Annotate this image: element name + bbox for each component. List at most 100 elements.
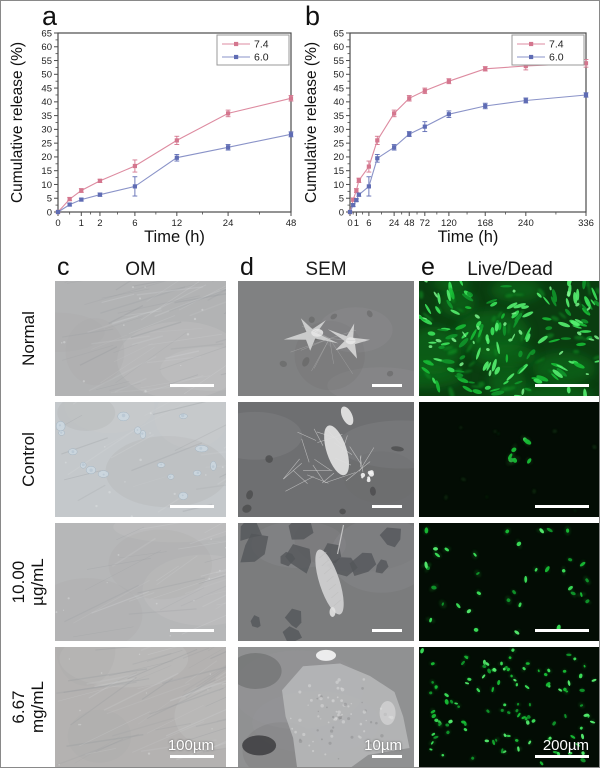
svg-text:40: 40: [41, 97, 52, 108]
livedead-image: [419, 647, 599, 767]
livedead-micrograph: 200µm: [419, 647, 599, 767]
column-gap: [414, 247, 419, 281]
svg-text:12: 12: [172, 218, 183, 229]
panel-letter-a: a: [42, 1, 58, 31]
sem-image: [238, 402, 414, 517]
sem-micrograph: [238, 281, 414, 396]
om-image: [55, 647, 226, 767]
svg-text:55: 55: [333, 56, 344, 67]
scale-bar-line: [372, 505, 402, 508]
column-gap: [414, 523, 419, 641]
column-title-sem: SEM: [305, 259, 347, 280]
panel-letter-e: e: [421, 253, 435, 281]
column-gap: [226, 281, 238, 396]
om-micrograph: 100µm: [55, 647, 226, 767]
column-title-livedead: Live/Dead: [467, 259, 553, 280]
svg-text:5: 5: [339, 194, 344, 205]
sem-micrograph: [238, 402, 414, 517]
column-header-sem: d SEM: [238, 247, 414, 281]
livedead-micrograph: [419, 281, 599, 396]
column-gap: [414, 647, 419, 767]
scale-bar-line: [535, 505, 589, 508]
svg-text:35: 35: [333, 111, 344, 122]
row-label: 10.00 µg/mL: [8, 558, 47, 606]
scale-bar: [170, 629, 214, 632]
svg-text:60: 60: [41, 42, 52, 53]
livedead-micrograph: [419, 402, 599, 517]
svg-text:20: 20: [41, 152, 52, 163]
svg-text:72: 72: [420, 218, 431, 229]
svg-text:48: 48: [286, 218, 297, 229]
scale-bar-line: [170, 384, 214, 387]
svg-text:Time (h): Time (h): [144, 228, 205, 246]
svg-text:15: 15: [333, 166, 344, 177]
chart-panel-a: a 0 5 10 15 20 25 30 35 40 45 50 55 60 65 0 1 2 6 12 24 48 Ti…: [1, 1, 301, 247]
scale-bar: 10µm: [364, 738, 402, 758]
svg-text:1: 1: [354, 218, 359, 229]
livedead-image: [419, 523, 599, 641]
svg-text:6: 6: [132, 218, 137, 229]
scale-bar: [372, 384, 402, 387]
column-gap: [414, 281, 419, 396]
scale-bar: 200µm: [535, 738, 589, 758]
column-gap: [226, 523, 238, 641]
scale-bar: [535, 384, 589, 387]
scale-bar: [170, 505, 214, 508]
panel-letter-c: c: [57, 253, 70, 281]
svg-text:0: 0: [347, 218, 352, 229]
scale-bar-label: 10µm: [364, 737, 402, 754]
om-micrograph: [55, 402, 226, 517]
svg-text:65: 65: [41, 28, 52, 39]
scale-bar: [170, 384, 214, 387]
svg-text:30: 30: [333, 125, 344, 136]
svg-text:6: 6: [366, 218, 371, 229]
scale-bar: [372, 505, 402, 508]
svg-text:50: 50: [41, 70, 52, 81]
scale-bar-line: [170, 755, 214, 758]
scale-bar-line: [535, 755, 589, 758]
svg-text:55: 55: [41, 56, 52, 67]
svg-text:7.4: 7.4: [254, 39, 269, 51]
grid-row-normal: Normal: [1, 281, 599, 396]
svg-text:Time (h): Time (h): [438, 228, 499, 246]
svg-text:240: 240: [518, 218, 534, 229]
panel-letter-d: d: [240, 253, 254, 281]
sem-image: [238, 523, 414, 641]
svg-text:45: 45: [41, 83, 52, 94]
sem-image: [238, 281, 414, 396]
livedead-image: [419, 402, 599, 517]
scale-bar: [372, 629, 402, 632]
scale-bar-line: [170, 629, 214, 632]
svg-text:35: 35: [41, 111, 52, 122]
svg-text:5: 5: [47, 194, 52, 205]
svg-text:6.0: 6.0: [254, 52, 269, 64]
column-gap: [226, 247, 238, 281]
scale-bar-line: [372, 384, 402, 387]
row-label: Control: [18, 432, 38, 487]
svg-text:20: 20: [333, 152, 344, 163]
svg-text:45: 45: [333, 83, 344, 94]
svg-text:15: 15: [41, 166, 52, 177]
grid-header: c OM d SEM e Live/Dead: [1, 247, 599, 281]
svg-text:7.4: 7.4: [549, 39, 564, 51]
svg-text:48: 48: [404, 218, 415, 229]
svg-text:Cumulative release (%): Cumulative release (%): [303, 42, 320, 203]
panel-letter-b: b: [305, 1, 321, 31]
svg-text:120: 120: [441, 218, 457, 229]
svg-text:50: 50: [333, 70, 344, 81]
scale-bar-label: 200µm: [542, 737, 589, 754]
svg-text:Cumulative release (%): Cumulative release (%): [9, 42, 26, 203]
svg-text:25: 25: [41, 138, 52, 149]
scale-bar-label: 100µm: [167, 737, 214, 754]
scale-bar: 100µm: [168, 738, 214, 758]
livedead-image: [419, 281, 599, 396]
svg-text:40: 40: [333, 97, 344, 108]
livedead-micrograph: [419, 523, 599, 641]
chart-b-cumulative-release: 0 5 10 15 20 25 30 35 40 45 50 55 60 65 0 1 6 24 48 72 120 16…: [303, 28, 594, 246]
svg-text:24: 24: [389, 218, 400, 229]
svg-text:0: 0: [47, 207, 52, 218]
chart-panel-b: b 0 5 10 15 20 25 30 35 40 45 50 55 60 65 0 1 6 24 48 72 120…: [301, 1, 599, 247]
scale-bar: [535, 629, 589, 632]
sem-micrograph: [238, 523, 414, 641]
